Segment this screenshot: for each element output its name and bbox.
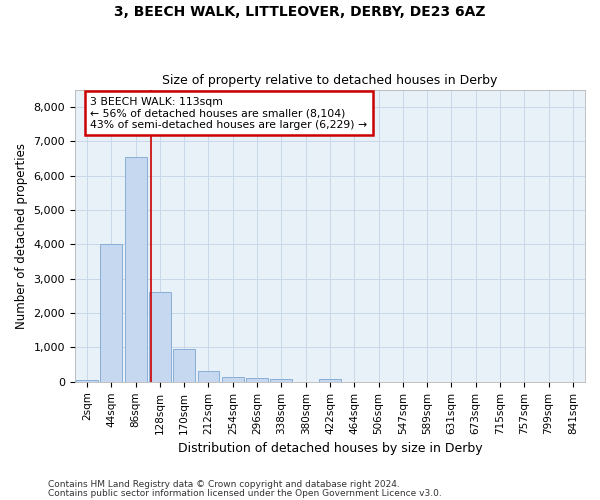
Bar: [319, 379, 341, 382]
Bar: [100, 244, 122, 382]
Bar: [125, 156, 146, 382]
Bar: [149, 292, 171, 382]
Bar: [76, 380, 98, 382]
Bar: [271, 379, 292, 382]
Text: Contains HM Land Registry data © Crown copyright and database right 2024.: Contains HM Land Registry data © Crown c…: [48, 480, 400, 489]
Title: Size of property relative to detached houses in Derby: Size of property relative to detached ho…: [162, 74, 497, 87]
Bar: [173, 349, 195, 382]
Bar: [197, 371, 220, 382]
Y-axis label: Number of detached properties: Number of detached properties: [15, 142, 28, 328]
Bar: [246, 378, 268, 382]
Text: 3 BEECH WALK: 113sqm
← 56% of detached houses are smaller (8,104)
43% of semi-de: 3 BEECH WALK: 113sqm ← 56% of detached h…: [90, 97, 367, 130]
Bar: [222, 378, 244, 382]
Text: Contains public sector information licensed under the Open Government Licence v3: Contains public sector information licen…: [48, 488, 442, 498]
Text: 3, BEECH WALK, LITTLEOVER, DERBY, DE23 6AZ: 3, BEECH WALK, LITTLEOVER, DERBY, DE23 6…: [114, 5, 486, 19]
X-axis label: Distribution of detached houses by size in Derby: Distribution of detached houses by size …: [178, 442, 482, 455]
